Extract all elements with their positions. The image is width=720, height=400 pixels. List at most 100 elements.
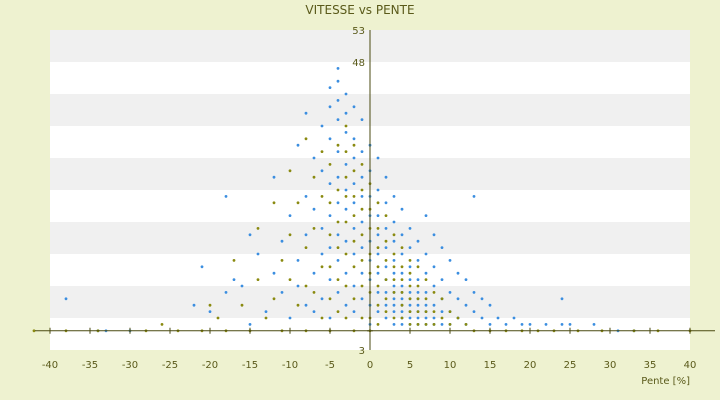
scatter-point bbox=[392, 323, 396, 326]
scatter-point bbox=[392, 265, 396, 269]
scatter-point bbox=[320, 297, 324, 301]
scatter-point bbox=[448, 259, 452, 262]
scatter-point bbox=[392, 252, 396, 256]
scatter-point bbox=[384, 303, 388, 307]
scatter-point bbox=[344, 207, 348, 211]
scatter-point bbox=[352, 169, 356, 173]
scatter-point bbox=[336, 220, 340, 224]
scatter-point bbox=[312, 291, 316, 294]
scatter-point bbox=[344, 131, 348, 134]
scatter-point bbox=[384, 175, 388, 179]
scatter-point bbox=[432, 291, 436, 294]
scatter-point bbox=[320, 227, 324, 230]
scatter-point bbox=[288, 214, 292, 218]
x-tick-label: -35 bbox=[82, 360, 98, 371]
scatter-point bbox=[280, 291, 284, 294]
scatter-point bbox=[320, 169, 324, 173]
scatter-point bbox=[400, 207, 404, 211]
y-tick-labels: 3 48 53 bbox=[352, 26, 365, 357]
scatter-point bbox=[392, 316, 396, 320]
scatter-point bbox=[392, 271, 396, 275]
x-tick-label: 10 bbox=[444, 360, 457, 371]
scatter-point bbox=[424, 291, 428, 294]
scatter-point bbox=[344, 239, 348, 243]
scatter-point bbox=[424, 303, 428, 307]
scatter-point bbox=[336, 118, 340, 121]
scatter-point bbox=[392, 220, 396, 224]
scatter-point bbox=[424, 323, 428, 326]
scatter-point bbox=[488, 323, 492, 326]
scatter-point bbox=[416, 310, 420, 313]
scatter-point bbox=[280, 239, 284, 243]
scatter-point bbox=[328, 201, 332, 205]
scatter-point bbox=[328, 163, 332, 166]
scatter-point bbox=[392, 259, 396, 262]
scatter-point bbox=[328, 86, 332, 89]
scatter-point bbox=[376, 156, 380, 160]
scatter-point bbox=[376, 303, 380, 307]
scatter-point bbox=[344, 303, 348, 307]
scatter-point bbox=[440, 316, 444, 320]
scatter-point bbox=[328, 278, 332, 281]
y-tick-label: 53 bbox=[352, 26, 365, 37]
scatter-point bbox=[192, 303, 196, 307]
scatter-point bbox=[544, 323, 548, 326]
scatter-point bbox=[520, 323, 524, 326]
scatter-point bbox=[320, 252, 324, 256]
scatter-point bbox=[376, 291, 380, 294]
scatter-point bbox=[456, 316, 460, 320]
scatter-point bbox=[376, 246, 380, 250]
scatter-point bbox=[392, 297, 396, 301]
scatter-point bbox=[344, 284, 348, 288]
scatter-point bbox=[480, 297, 484, 301]
x-tick-label: -40 bbox=[42, 360, 58, 371]
scatter-point bbox=[400, 310, 404, 313]
scatter-point bbox=[200, 265, 204, 269]
scatter-point bbox=[384, 291, 388, 294]
scatter-point bbox=[336, 67, 340, 70]
scatter-point bbox=[288, 278, 292, 281]
scatter-point bbox=[304, 111, 308, 115]
scatter-point bbox=[432, 316, 436, 320]
scatter-point bbox=[296, 284, 300, 288]
scatter-point bbox=[336, 259, 340, 262]
x-tick-label: 35 bbox=[644, 360, 657, 371]
scatter-point bbox=[384, 278, 388, 281]
scatter-point bbox=[360, 195, 364, 198]
scatter-point bbox=[376, 265, 380, 269]
scatter-point bbox=[272, 201, 276, 205]
scatter-point bbox=[408, 310, 412, 313]
scatter-point bbox=[264, 316, 268, 320]
scatter-point bbox=[408, 278, 412, 281]
scatter-point bbox=[360, 175, 364, 179]
scatter-point bbox=[392, 239, 396, 243]
scatter-point bbox=[408, 265, 412, 269]
scatter-point bbox=[344, 150, 348, 154]
x-tick-label: -20 bbox=[202, 360, 218, 371]
scatter-point bbox=[328, 137, 332, 141]
scatter-point bbox=[432, 310, 436, 313]
scatter-point bbox=[224, 291, 228, 294]
scatter-point bbox=[352, 182, 356, 186]
scatter-point bbox=[160, 323, 164, 326]
scatter-point bbox=[400, 271, 404, 275]
scatter-point bbox=[416, 297, 420, 301]
scatter-point bbox=[336, 79, 340, 83]
scatter-point bbox=[376, 227, 380, 230]
scatter-point bbox=[32, 329, 36, 333]
scatter-point bbox=[408, 316, 412, 320]
scatter-point bbox=[392, 278, 396, 281]
scatter-point bbox=[376, 323, 380, 326]
scatter-point bbox=[424, 271, 428, 275]
scatter-point bbox=[384, 310, 388, 313]
scatter-point bbox=[360, 246, 364, 250]
scatter-point bbox=[280, 259, 284, 262]
scatter-point bbox=[344, 316, 348, 320]
axes bbox=[35, 30, 715, 350]
scatter-point bbox=[504, 323, 508, 326]
scatter-point bbox=[392, 284, 396, 288]
scatter-point bbox=[384, 227, 388, 230]
scatter-point bbox=[352, 297, 356, 301]
scatter-point bbox=[400, 316, 404, 320]
